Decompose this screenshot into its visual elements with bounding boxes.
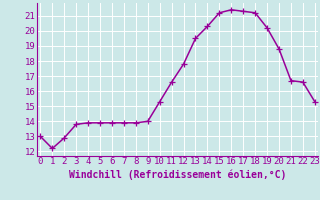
X-axis label: Windchill (Refroidissement éolien,°C): Windchill (Refroidissement éolien,°C) [69, 169, 286, 180]
